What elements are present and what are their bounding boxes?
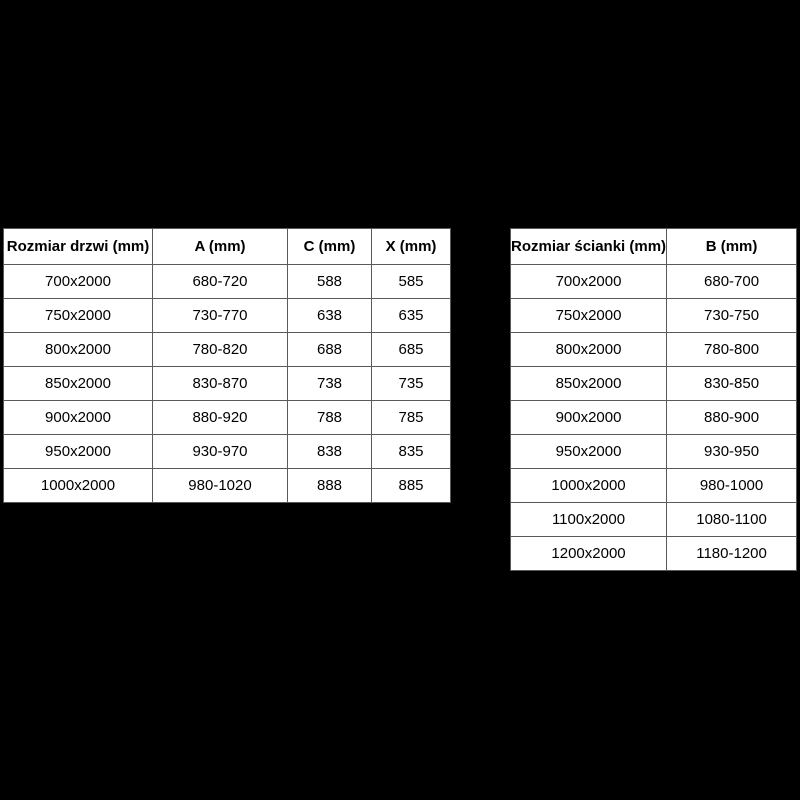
table-cell: 800x2000 (3, 332, 153, 367)
column-header: C (mm) (287, 228, 372, 265)
table-cell: 780-800 (666, 332, 798, 367)
table-cell: 930-950 (666, 434, 798, 469)
table-cell: 880-900 (666, 400, 798, 435)
table-cell: 950x2000 (3, 434, 153, 469)
table-cell: 1000x2000 (3, 468, 153, 503)
table-row: 900x2000 880-920 788 785 (3, 400, 451, 435)
table-cell: 900x2000 (509, 400, 668, 435)
table-cell: 688 (287, 332, 372, 367)
table-row: 850x2000 830-850 (509, 366, 798, 401)
door-sizes-table: Rozmiar drzwi (mm) A (mm) C (mm) X (mm) 700x… (3, 228, 451, 503)
table-cell: 1200x2000 (509, 536, 668, 571)
table-cell: 788 (287, 400, 372, 435)
table-cell: 680-700 (666, 264, 798, 299)
column-header: B (mm) (666, 228, 798, 265)
table-cell: 680-720 (152, 264, 288, 299)
column-header: Rozmiar ścianki (mm) (509, 228, 668, 265)
table-cell: 980-1020 (152, 468, 288, 503)
table-cell: 885 (371, 468, 451, 503)
table-cell: 735 (371, 366, 451, 401)
table-cell: 685 (371, 332, 451, 367)
table-cell: 950x2000 (509, 434, 668, 469)
table-row: 900x2000 880-900 (509, 400, 798, 435)
table-cell: 730-750 (666, 298, 798, 333)
table-cell: 830-870 (152, 366, 288, 401)
table-cell: 1000x2000 (509, 468, 668, 503)
table-cell: 1080-1100 (666, 502, 798, 537)
table-row: 1000x2000 980-1000 (509, 468, 798, 503)
header-row: Rozmiar drzwi (mm) A (mm) C (mm) X (mm) (3, 228, 451, 265)
table-cell: 730-770 (152, 298, 288, 333)
table-cell: 835 (371, 434, 451, 469)
table-cell: 588 (287, 264, 372, 299)
header-row: Rozmiar ścianki (mm) B (mm) (509, 228, 798, 265)
table-row: 750x2000 730-770 638 635 (3, 298, 451, 333)
table-cell: 1100x2000 (509, 502, 668, 537)
table-cell: 838 (287, 434, 372, 469)
table-row: 750x2000 730-750 (509, 298, 798, 333)
wall-panel-sizes-table: Rozmiar ścianki (mm) B (mm) 700x2000 680-70… (509, 228, 798, 571)
column-header: Rozmiar drzwi (mm) (3, 228, 153, 265)
table-cell: 750x2000 (3, 298, 153, 333)
table-cell: 800x2000 (509, 332, 668, 367)
table-row: 700x2000 680-720 588 585 (3, 264, 451, 299)
table-cell: 850x2000 (509, 366, 668, 401)
table-cell: 785 (371, 400, 451, 435)
table-cell: 700x2000 (509, 264, 668, 299)
table-cell: 900x2000 (3, 400, 153, 435)
table-cell: 850x2000 (3, 366, 153, 401)
table-cell: 635 (371, 298, 451, 333)
column-header: X (mm) (371, 228, 451, 265)
table-cell: 638 (287, 298, 372, 333)
table-cell: 888 (287, 468, 372, 503)
table-cell: 980-1000 (666, 468, 798, 503)
table-row: 700x2000 680-700 (509, 264, 798, 299)
table-cell: 930-970 (152, 434, 288, 469)
table-cell: 1180-1200 (666, 536, 798, 571)
column-header: A (mm) (152, 228, 288, 265)
table-cell: 750x2000 (509, 298, 668, 333)
table-row: 850x2000 830-870 738 735 (3, 366, 451, 401)
table-cell: 880-920 (152, 400, 288, 435)
table-cell: 780-820 (152, 332, 288, 367)
table-cell: 830-850 (666, 366, 798, 401)
table-row: 800x2000 780-800 (509, 332, 798, 367)
table-row: 950x2000 930-950 (509, 434, 798, 469)
table-row: 1000x2000 980-1020 888 885 (3, 468, 451, 503)
table-row: 1100x2000 1080-1100 (509, 502, 798, 537)
table-cell: 585 (371, 264, 451, 299)
table-row: 1200x2000 1180-1200 (509, 536, 798, 571)
table-row: 950x2000 930-970 838 835 (3, 434, 451, 469)
table-cell: 700x2000 (3, 264, 153, 299)
table-row: 800x2000 780-820 688 685 (3, 332, 451, 367)
table-cell: 738 (287, 366, 372, 401)
